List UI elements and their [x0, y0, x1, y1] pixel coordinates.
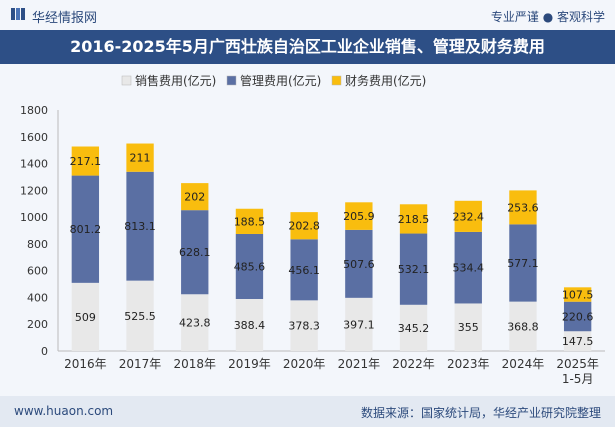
x-tick-label: 2021年: [338, 357, 381, 371]
x-tick-label: 2023年: [447, 357, 490, 371]
top-bar: 华经情报网 专业严谨 ● 客观科学: [0, 0, 615, 30]
data-label: 211: [130, 152, 151, 165]
bar-segment: [235, 208, 264, 234]
data-label: 355: [458, 321, 479, 334]
y-tick-label: 0: [41, 345, 48, 358]
bar-segment: [181, 210, 209, 295]
data-label: 345.2: [398, 322, 430, 335]
x-tick-label: 2017年: [119, 357, 162, 371]
data-label: 628.1: [179, 246, 211, 259]
y-tick-label: 1400: [20, 158, 48, 171]
footer-source: 数据来源：国家统计局，华经产业研究院整理: [360, 406, 601, 420]
y-tick-label: 200: [27, 318, 48, 331]
data-label: 388.4: [234, 319, 266, 332]
bar-segment: [399, 233, 428, 305]
data-label: 378.3: [288, 320, 320, 333]
data-label: 577.1: [507, 257, 539, 270]
x-tick-label: 2019年: [228, 357, 271, 371]
bar-segment: [509, 190, 537, 225]
data-label: 188.5: [234, 215, 266, 228]
data-label: 525.5: [124, 310, 156, 323]
bar-segment: [399, 304, 428, 351]
data-label: 507.6: [343, 258, 375, 271]
stacked-bar-chart: 销售费用(亿元) 管理费用(亿元) 财务费用(亿元) 0 200 400 600 800 100…: [20, 73, 605, 386]
data-label: 368.8: [507, 320, 539, 333]
data-label: 217.1: [70, 155, 102, 168]
bar-segment: [454, 303, 482, 351]
data-label: 202: [184, 191, 205, 204]
bar-segment: [235, 233, 264, 299]
bar-segment: [399, 204, 428, 234]
bar-segment: [509, 224, 537, 302]
legend-label: 管理费用(亿元): [240, 73, 321, 88]
y-tick-label: 1200: [20, 184, 48, 197]
legend-swatch: [226, 75, 237, 86]
data-label: 532.1: [398, 263, 430, 276]
y-tick-label: 800: [27, 238, 48, 251]
bar-segment: [290, 239, 318, 301]
bar-segment: [345, 229, 373, 298]
data-label: 147.5: [562, 335, 594, 348]
brand-name: 华经情报网: [32, 11, 98, 26]
x-tick-label: 2020年: [283, 357, 326, 371]
bar-segment: [290, 212, 318, 240]
y-tick-label: 400: [27, 291, 48, 304]
bar-segment: [126, 280, 154, 351]
y-tick-label: 600: [27, 265, 48, 278]
bar-segment: [71, 146, 100, 176]
bar-segment: [563, 331, 592, 351]
data-label: 232.4: [453, 210, 485, 223]
bar-segment: [509, 301, 537, 351]
bar-segment: [181, 294, 209, 351]
legend-label: 财务费用(亿元): [345, 73, 426, 88]
data-label: 397.1: [343, 318, 375, 331]
data-label: 485.6: [234, 260, 266, 273]
data-label: 813.1: [124, 220, 156, 233]
bar-segment: [345, 202, 373, 230]
data-label: 253.6: [507, 201, 539, 214]
bar-segment: [290, 300, 318, 351]
footer-site: www.huaon.com: [14, 404, 114, 418]
brand-slogan: 专业严谨 ● 客观科学: [490, 10, 605, 24]
data-label: 801.2: [70, 223, 102, 236]
data-label: 456.1: [288, 264, 320, 277]
x-tick-label: 2022年: [392, 357, 435, 371]
bar-segment: [454, 200, 482, 232]
y-tick-label: 1800: [20, 104, 48, 117]
x-tick-label: 2025年 1-5月: [556, 357, 599, 386]
bar-segment: [235, 298, 264, 351]
data-label: 423.8: [179, 317, 211, 330]
title-bar: 2016-2025年5月广西壮族自治区工业企业销售、管理及财务费用: [0, 30, 615, 64]
chart-title: 2016-2025年5月广西壮族自治区工业企业销售、管理及财务费用: [70, 37, 545, 56]
brand-logo-icon: [11, 8, 25, 20]
bar-segment: [345, 297, 373, 351]
data-label: 534.4: [453, 262, 485, 275]
bar-segment: [71, 175, 100, 283]
y-tick-label: 1000: [20, 211, 48, 224]
data-label: 205.9: [343, 210, 375, 223]
legend-swatch: [121, 75, 132, 86]
data-label: 107.5: [562, 289, 594, 302]
bar-segment: [563, 301, 592, 332]
bar-segment: [126, 143, 154, 172]
data-label: 218.5: [398, 213, 430, 226]
bar-segment: [126, 171, 154, 281]
x-tick-label: 2016年: [64, 357, 107, 371]
bar-segment: [563, 287, 592, 302]
x-tick-label: 2024年: [502, 357, 545, 371]
footer-bar: www.huaon.com 数据来源：国家统计局，华经产业研究院整理: [0, 396, 615, 427]
bar-segment: [181, 183, 209, 211]
data-label: 509: [75, 311, 96, 324]
bar-segment: [71, 282, 100, 351]
legend-swatch: [331, 75, 342, 86]
bar-segment: [454, 231, 482, 304]
y-tick-label: 1600: [20, 131, 48, 144]
data-label: 202.8: [288, 220, 320, 233]
data-label: 220.6: [562, 310, 594, 323]
x-tick-label: 2018年: [173, 357, 216, 371]
legend-label: 销售费用(亿元): [135, 73, 216, 88]
